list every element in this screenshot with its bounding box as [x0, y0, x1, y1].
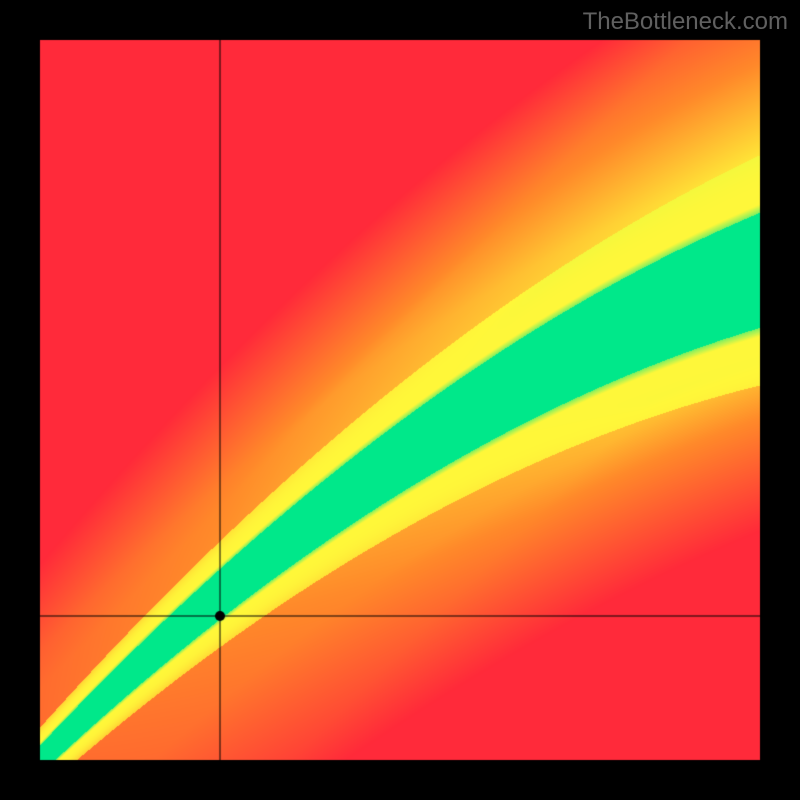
- chart-container: TheBottleneck.com: [0, 0, 800, 800]
- watermark-text: TheBottleneck.com: [583, 8, 788, 36]
- heatmap-canvas: [0, 0, 800, 800]
